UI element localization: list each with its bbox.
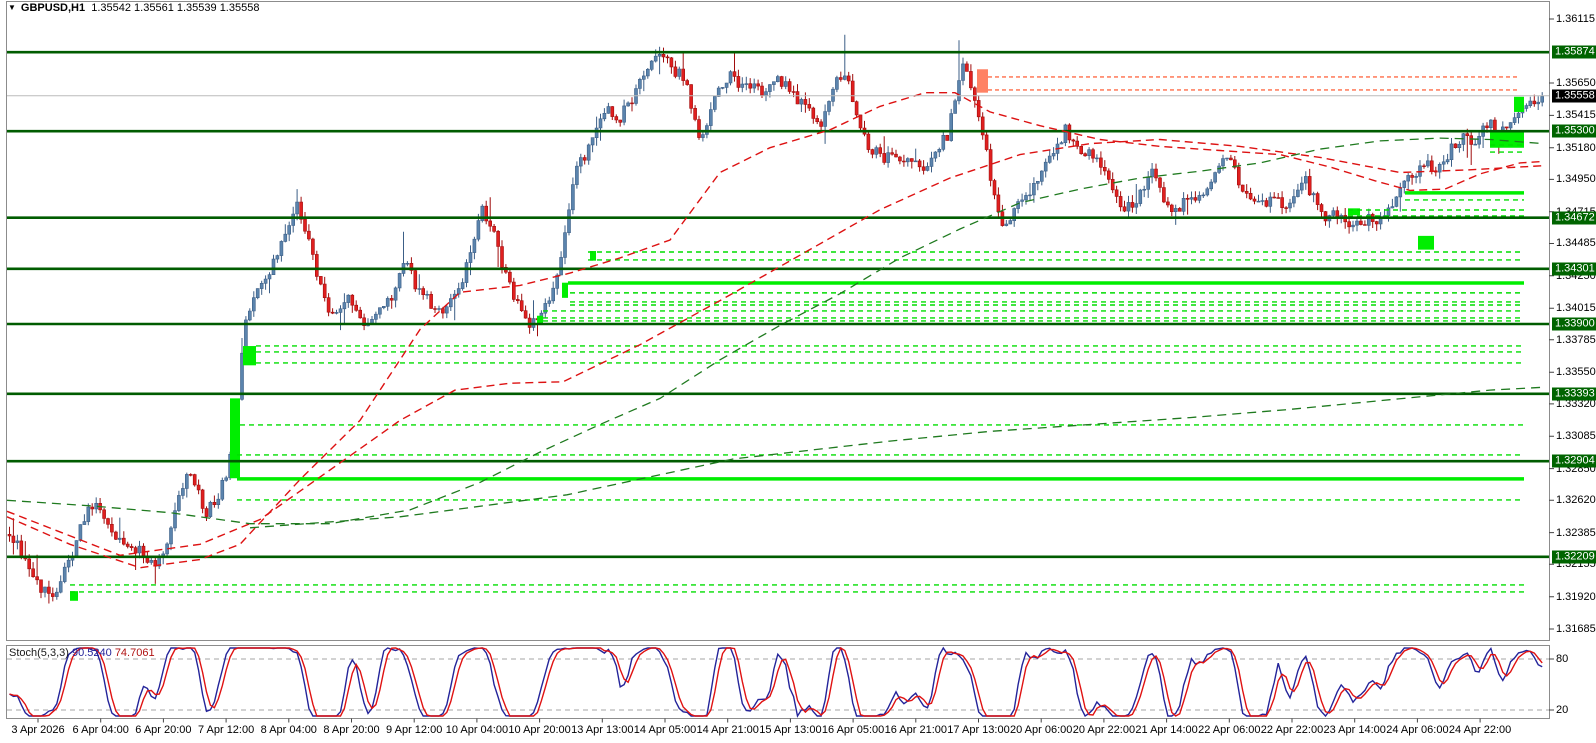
stoch-level-tag: 20 <box>1556 704 1569 716</box>
demand-zone-box <box>1514 96 1524 112</box>
bull-candle-bodies <box>15 54 1544 597</box>
price-axis-tick: 1.36115 <box>1556 13 1595 25</box>
stochastic-main-value: 90.5240 <box>71 647 112 659</box>
stoch-level-tag: 80 <box>1556 653 1569 665</box>
price-axis-tick: 1.35415 <box>1556 109 1596 122</box>
symbol-label: GBPUSD,H1 <box>20 2 86 14</box>
stoch-signal-line <box>9 646 1543 717</box>
sr-level-tag: 1.34301 <box>1552 262 1596 276</box>
ohlc-quote: 1.35542 1.35561 1.35539 1.35558 <box>91 2 260 14</box>
stochastic-label: Stoch(5,3,3) 90.5240 74.7061 <box>9 647 155 659</box>
demand-zone-box <box>537 315 543 325</box>
sr-level-tag: 1.32209 <box>1552 550 1596 564</box>
time-axis-label: 20 Apr 22:00 <box>1072 724 1136 736</box>
price-axis-tick: 1.32620 <box>1556 494 1596 507</box>
supply-zone-box <box>977 69 988 93</box>
symbol-dropdown-icon[interactable]: ▼ <box>8 3 16 12</box>
chart-title: ▼ GBPUSD,H1 1.35542 1.35561 1.35539 1.355… <box>8 2 259 14</box>
price-axis-tick: 1.34015 <box>1556 302 1596 315</box>
time-axis-label: 15 Apr 13:00 <box>759 724 822 736</box>
sr-level-tag: 1.33900 <box>1552 317 1596 331</box>
bear-candle-bodies <box>7 54 1537 597</box>
price-axis-tick: 1.33320 <box>1556 397 1596 410</box>
time-axis-label: 8 Apr 04:00 <box>260 724 317 736</box>
sr-level-tag: 1.32904 <box>1552 454 1596 468</box>
ma-red-fast <box>6 92 1544 569</box>
price-axis-tick: 1.31685 <box>1556 623 1596 635</box>
price-axis-tick: 1.34950 <box>1556 173 1596 186</box>
price-axis-tick: 1.35180 <box>1556 141 1596 154</box>
time-axis-label: 3 Apr 2026 <box>11 724 65 736</box>
stochastic-name: Stoch(5,3,3) <box>9 647 69 659</box>
price-axis-tick: 1.35650 <box>1556 77 1596 90</box>
demand-zone-box <box>1348 208 1360 216</box>
demand-zone-box <box>70 591 78 601</box>
time-axis-label: 10 Apr 04:00 <box>445 724 509 736</box>
demand-zone-box <box>562 282 568 298</box>
demand-zone-box <box>1490 131 1524 148</box>
price-axis-tick: 1.34485 <box>1556 237 1596 250</box>
demand-zone-box <box>590 251 596 261</box>
sr-level-tag: 1.33393 <box>1552 387 1596 401</box>
time-axis-label: 22 Apr 22:00 <box>1260 724 1324 736</box>
time-axis-label: 13 Apr 13:00 <box>571 724 634 736</box>
sr-level-tag: 1.35874 <box>1552 45 1596 59</box>
price-axis-tick: 1.33785 <box>1556 333 1596 346</box>
time-axis-label: 21 Apr 14:00 <box>1135 724 1198 736</box>
current-price-tag: 1.35558 <box>1552 89 1596 103</box>
time-axis-label: 16 Apr 05:00 <box>821 724 885 736</box>
stoch-main-line <box>9 646 1543 718</box>
sr-level-tag: 1.35300 <box>1552 124 1596 138</box>
time-axis-label: 7 Apr 12:00 <box>197 724 255 736</box>
time-axis-label: 20 Apr 06:00 <box>1009 724 1073 736</box>
stoch-plot-frame <box>6 645 1550 719</box>
time-axis-label: 14 Apr 05:00 <box>633 724 697 736</box>
time-axis-label: 8 Apr 20:00 <box>323 724 380 736</box>
time-axis-label: 16 Apr 21:00 <box>884 724 947 736</box>
time-axis-label: 9 Apr 12:00 <box>386 724 443 736</box>
stochastic-signal-value: 74.7061 <box>114 647 155 659</box>
ma-green-fast <box>6 137 1544 525</box>
time-axis-label: 24 Apr 22:00 <box>1448 724 1512 736</box>
price-axis-tick: 1.31920 <box>1556 590 1596 603</box>
price-axis-tick: 1.32385 <box>1556 526 1596 539</box>
axis-tick-marks <box>37 18 1554 723</box>
time-axis-label: 23 Apr 14:00 <box>1323 724 1386 736</box>
demand-zone-box <box>243 346 256 366</box>
sr-level-tag: 1.34672 <box>1552 211 1596 225</box>
time-axis-label: 17 Apr 13:00 <box>947 724 1010 736</box>
time-axis-label: 6 Apr 20:00 <box>135 724 192 736</box>
price-axis-tick: 1.33550 <box>1556 366 1596 379</box>
time-axis-label: 24 Apr 06:00 <box>1386 724 1449 736</box>
time-axis-label: 14 Apr 21:00 <box>696 724 759 736</box>
ma-green-slow <box>249 386 1544 529</box>
time-axis-label: 6 Apr 04:00 <box>72 724 129 736</box>
demand-zone-box <box>1418 235 1434 250</box>
time-axis-label: 10 Apr 20:00 <box>508 724 571 736</box>
ma-red-slow <box>6 138 1544 557</box>
main-plot-frame <box>6 1 1550 641</box>
time-axis-label: 22 Apr 06:00 <box>1198 724 1261 736</box>
demand-zone-box <box>230 398 240 479</box>
price-axis-tick: 1.33085 <box>1556 430 1596 443</box>
